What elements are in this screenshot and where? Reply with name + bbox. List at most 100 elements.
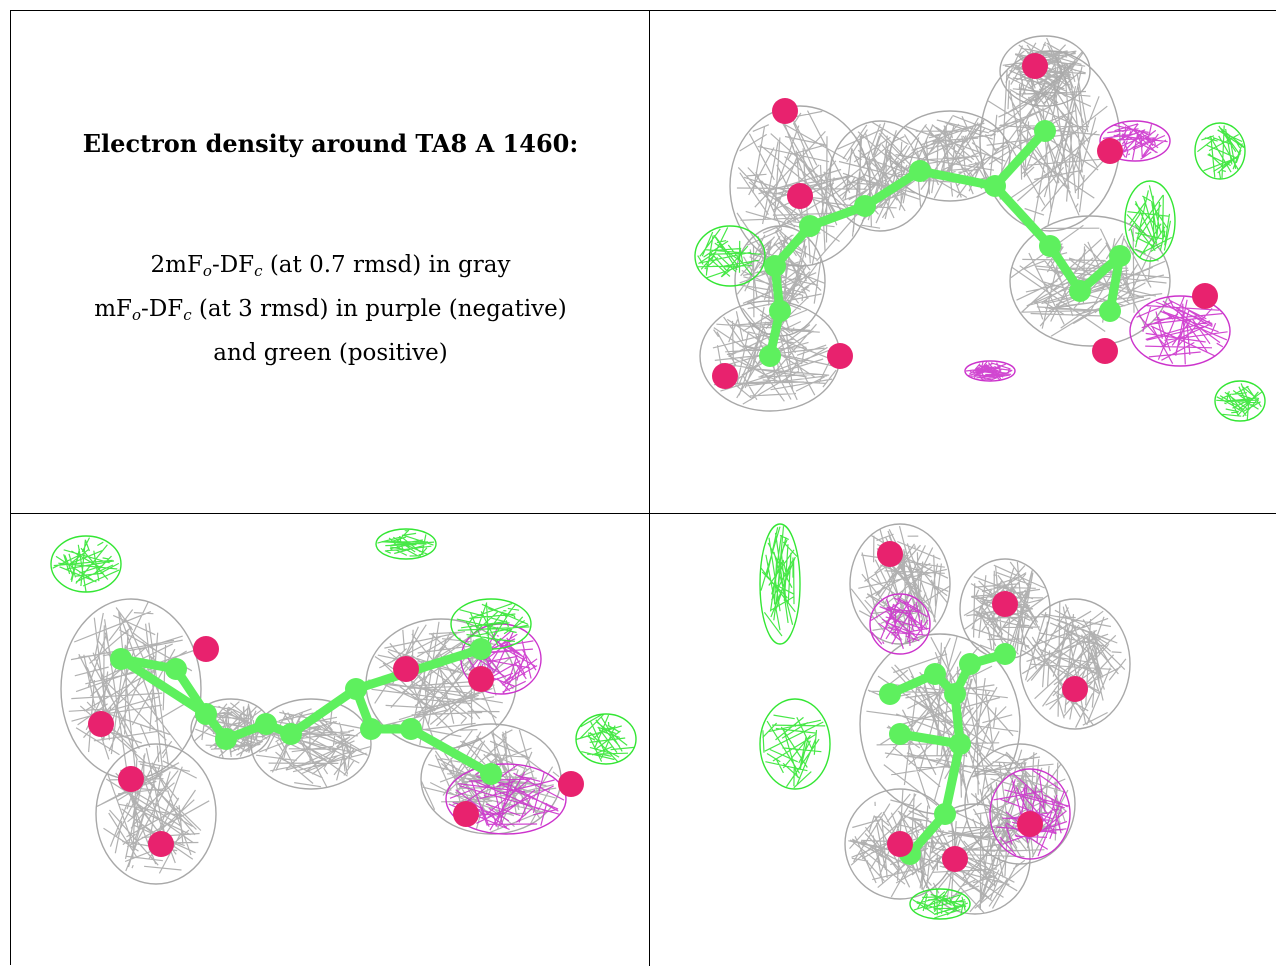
oxygen-atom xyxy=(877,541,903,567)
density-mesh-2fofc xyxy=(866,636,1019,809)
density-mesh-positive-outline xyxy=(694,225,766,287)
density-mesh-negative xyxy=(965,361,1013,381)
carbon-atom xyxy=(879,683,901,705)
carbon-atom xyxy=(924,663,946,685)
density-mesh-negative-outline xyxy=(1099,120,1171,162)
oxygen-atom xyxy=(942,846,968,872)
oxygen-atom xyxy=(88,711,114,737)
density-mesh-positive-outline xyxy=(1194,122,1246,180)
carbon-atom xyxy=(949,733,971,755)
oxygen-atom xyxy=(1062,676,1088,702)
density-mesh-positive-outline xyxy=(1214,380,1266,422)
oxygen-atom xyxy=(393,656,419,682)
oxygen-atom xyxy=(827,343,853,369)
density-mesh-2fofc-outline xyxy=(999,35,1091,107)
density-mesh-2fofc xyxy=(68,601,194,775)
carbon-atom xyxy=(280,723,302,745)
carbon-atom xyxy=(854,195,876,217)
bond xyxy=(116,654,211,719)
density-mesh-positive xyxy=(456,602,530,647)
density-mesh-positive xyxy=(697,227,762,279)
carbon-atom xyxy=(934,803,956,825)
density-mesh-2fofc-outline xyxy=(95,743,217,885)
oxygen-atom xyxy=(992,591,1018,617)
oxygen-atom xyxy=(148,831,174,857)
bond xyxy=(990,181,1055,251)
molecule-view-2 xyxy=(50,528,637,885)
density-view-bottom-left xyxy=(11,514,650,966)
density-mesh-2fofc xyxy=(850,525,951,644)
bond xyxy=(286,684,361,739)
density-mesh-positive-outline xyxy=(1124,180,1176,262)
carbon-atom xyxy=(215,728,237,750)
carbon-atom xyxy=(400,718,422,740)
density-legend: 2mFo-DFc (at 0.7 rmsd) in gray mFo-DFc (… xyxy=(11,246,649,372)
density-mesh-positive xyxy=(760,526,798,637)
carbon-atom xyxy=(345,678,367,700)
carbon-atom xyxy=(994,643,1016,665)
density-mesh-negative xyxy=(1136,296,1228,365)
carbon-atom xyxy=(909,160,931,182)
figure-title: Electron density around TA8 A 1460: xyxy=(82,129,579,158)
density-mesh-positive-outline xyxy=(909,888,971,920)
carbon-atom xyxy=(1039,235,1061,257)
density-mesh-2fofc xyxy=(96,747,210,874)
density-mesh-negative-outline xyxy=(869,593,931,655)
molecule-view-1 xyxy=(694,35,1266,422)
density-view-top-right xyxy=(650,11,1276,514)
carbon-atom xyxy=(470,638,492,660)
oxygen-atom xyxy=(1097,138,1123,164)
oxygen-atom xyxy=(453,801,479,827)
density-mesh-2fofc xyxy=(1021,601,1127,728)
carbon-atom xyxy=(110,648,132,670)
figure-grid: Electron density around TA8 A 1460: 2mFo… xyxy=(10,10,1276,966)
density-mesh-negative-outline xyxy=(989,768,1071,860)
carbon-atom xyxy=(1069,280,1091,302)
carbon-atom xyxy=(1109,245,1131,267)
carbon-atom xyxy=(759,345,781,367)
carbon-atom xyxy=(1034,120,1056,142)
density-mesh-positive-outline xyxy=(50,535,122,593)
density-mesh-positive xyxy=(52,537,120,592)
density-mesh-2fofc xyxy=(834,121,931,229)
density-mesh-positive-outline xyxy=(575,713,637,765)
legend-line-fofc: mFo-DFc (at 3 rmsd) in purple (negative) xyxy=(94,296,567,324)
density-mesh-2fofc-outline xyxy=(849,523,951,645)
legend-line-colors: and green (positive) xyxy=(213,340,448,366)
oxygen-atom xyxy=(1092,338,1118,364)
density-mesh-2fofc-outline xyxy=(1019,598,1131,730)
carbon-atom xyxy=(764,255,786,277)
carbon-atom xyxy=(195,703,217,725)
density-mesh-negative xyxy=(870,594,929,649)
density-mesh-positive xyxy=(377,529,435,558)
density-mesh-positive xyxy=(762,714,826,789)
density-mesh-negative xyxy=(1102,122,1168,161)
oxygen-atom xyxy=(887,831,913,857)
oxygen-atom xyxy=(1022,53,1048,79)
bond xyxy=(915,166,1000,191)
oxygen-atom xyxy=(118,766,144,792)
bond xyxy=(990,126,1050,191)
density-mesh-2fofc-outline xyxy=(964,743,1076,865)
density-mesh-2fofc xyxy=(848,789,953,898)
density-view-bottom-right xyxy=(650,514,1276,966)
carbon-atom xyxy=(959,653,981,675)
oxygen-atom xyxy=(772,98,798,124)
oxygen-atom xyxy=(193,636,219,662)
bond xyxy=(940,739,965,819)
oxygen-atom xyxy=(787,183,813,209)
density-mesh-positive-outline xyxy=(375,528,437,560)
carbon-atom xyxy=(769,300,791,322)
density-mesh-positive xyxy=(575,714,635,762)
oxygen-atom xyxy=(558,771,584,797)
density-mesh-2fofc-outline xyxy=(1009,215,1171,347)
density-mesh-2fofc-outline xyxy=(250,698,372,790)
density-mesh-negative-outline xyxy=(964,360,1016,382)
carbon-atom xyxy=(799,215,821,237)
carbon-atom xyxy=(360,718,382,740)
oxygen-atom xyxy=(1017,811,1043,837)
density-mesh-positive xyxy=(1197,125,1245,179)
legend-line-2fofc: 2mFo-DFc (at 0.7 rmsd) in gray xyxy=(150,252,511,280)
density-mesh-negative-outline xyxy=(445,763,567,835)
caption-panel: Electron density around TA8 A 1460: 2mFo… xyxy=(11,11,650,514)
